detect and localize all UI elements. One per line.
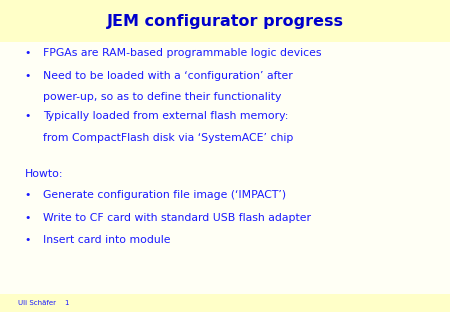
Text: JEM configurator progress: JEM configurator progress — [107, 13, 343, 29]
Text: •: • — [25, 235, 31, 245]
Text: Write to CF card with standard USB flash adapter: Write to CF card with standard USB flash… — [43, 213, 311, 223]
Text: Typically loaded from external flash memory:: Typically loaded from external flash mem… — [43, 111, 288, 121]
Text: power-up, so as to define their functionality: power-up, so as to define their function… — [43, 92, 281, 102]
Text: Howto:: Howto: — [25, 169, 63, 179]
Text: FPGAs are RAM-based programmable logic devices: FPGAs are RAM-based programmable logic d… — [43, 48, 321, 58]
Text: •: • — [25, 71, 31, 81]
Text: •: • — [25, 190, 31, 200]
Text: •: • — [25, 213, 31, 223]
Text: •: • — [25, 111, 31, 121]
Text: Need to be loaded with a ‘configuration’ after: Need to be loaded with a ‘configuration’… — [43, 71, 292, 81]
Text: from CompactFlash disk via ‘SystemACE’ chip: from CompactFlash disk via ‘SystemACE’ c… — [43, 133, 293, 143]
Text: Uli Schäfer    1: Uli Schäfer 1 — [18, 300, 69, 306]
Text: Generate configuration file image (‘IMPACT’): Generate configuration file image (‘IMPA… — [43, 190, 286, 200]
Text: •: • — [25, 48, 31, 58]
Text: Insert card into module: Insert card into module — [43, 235, 170, 245]
